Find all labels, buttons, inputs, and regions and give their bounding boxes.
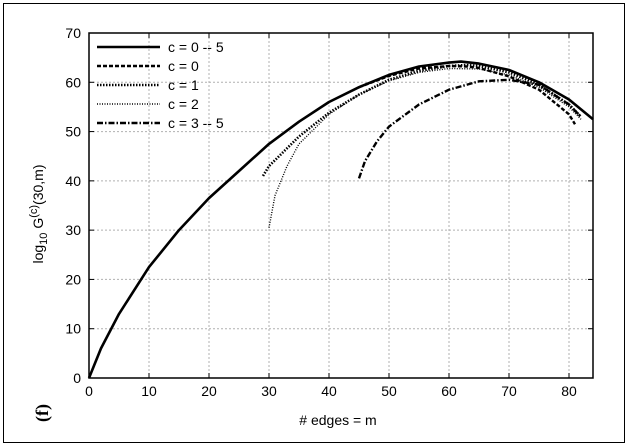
ticks: 0 10 20 30 40 50 60 70 80 0 10 20 30 40 50 60 70: [65, 25, 593, 399]
panel-label: (f): [32, 404, 53, 422]
y-tick-label: 10: [65, 321, 81, 337]
figure-frame: [3, 3, 625, 443]
grid: [89, 33, 593, 378]
x-tick-label: 70: [501, 383, 517, 399]
legend-label-4: c = 3 -- 5: [168, 115, 224, 131]
plot-border: [88, 32, 594, 379]
series-line-3: [268, 67, 582, 228]
y-tick-label: 40: [65, 173, 81, 189]
legend-label-1: c = 0: [168, 58, 199, 74]
x-axis-label: # edges = m: [299, 412, 376, 428]
x-tick-label: 40: [321, 383, 337, 399]
x-tick-label: 50: [381, 383, 397, 399]
y-axis-label-sub: 10: [38, 233, 50, 245]
x-tick-label: 60: [441, 383, 457, 399]
x-tick-label: 20: [201, 383, 217, 399]
y-axis-label: log10 G(c)(30,m): [28, 165, 50, 264]
x-tick-label: 10: [141, 383, 157, 399]
legend: c = 0 -- 5 c = 0 c = 1 c = 2 c = 3 -- 5: [97, 39, 224, 131]
y-tick-label: 50: [65, 124, 81, 140]
y-axis-label-main: log: [30, 245, 46, 264]
series-line-4: [357, 78, 582, 179]
y-tick-label: 70: [65, 25, 81, 41]
y-tick-label: 20: [65, 271, 81, 287]
x-tick-label: 30: [261, 383, 277, 399]
legend-label-0: c = 0 -- 5: [168, 39, 224, 55]
y-axis-label-sup: (c): [28, 205, 40, 218]
y-tick-label: 30: [65, 222, 81, 238]
series-line-1: [358, 64, 577, 125]
y-tick-label: 0: [73, 370, 81, 386]
series-layer: [87, 60, 594, 379]
y-axis-label-tail: (30,m): [30, 165, 46, 205]
y-axis-label-mid: G: [30, 218, 46, 233]
x-tick-label: 80: [561, 383, 577, 399]
series-line-2: [261, 63, 582, 177]
legend-label-2: c = 1: [168, 77, 199, 93]
x-tick-label: 0: [85, 383, 93, 399]
y-tick-label: 60: [65, 74, 81, 90]
series-line-0: [87, 60, 594, 379]
legend-label-3: c = 2: [168, 96, 199, 112]
